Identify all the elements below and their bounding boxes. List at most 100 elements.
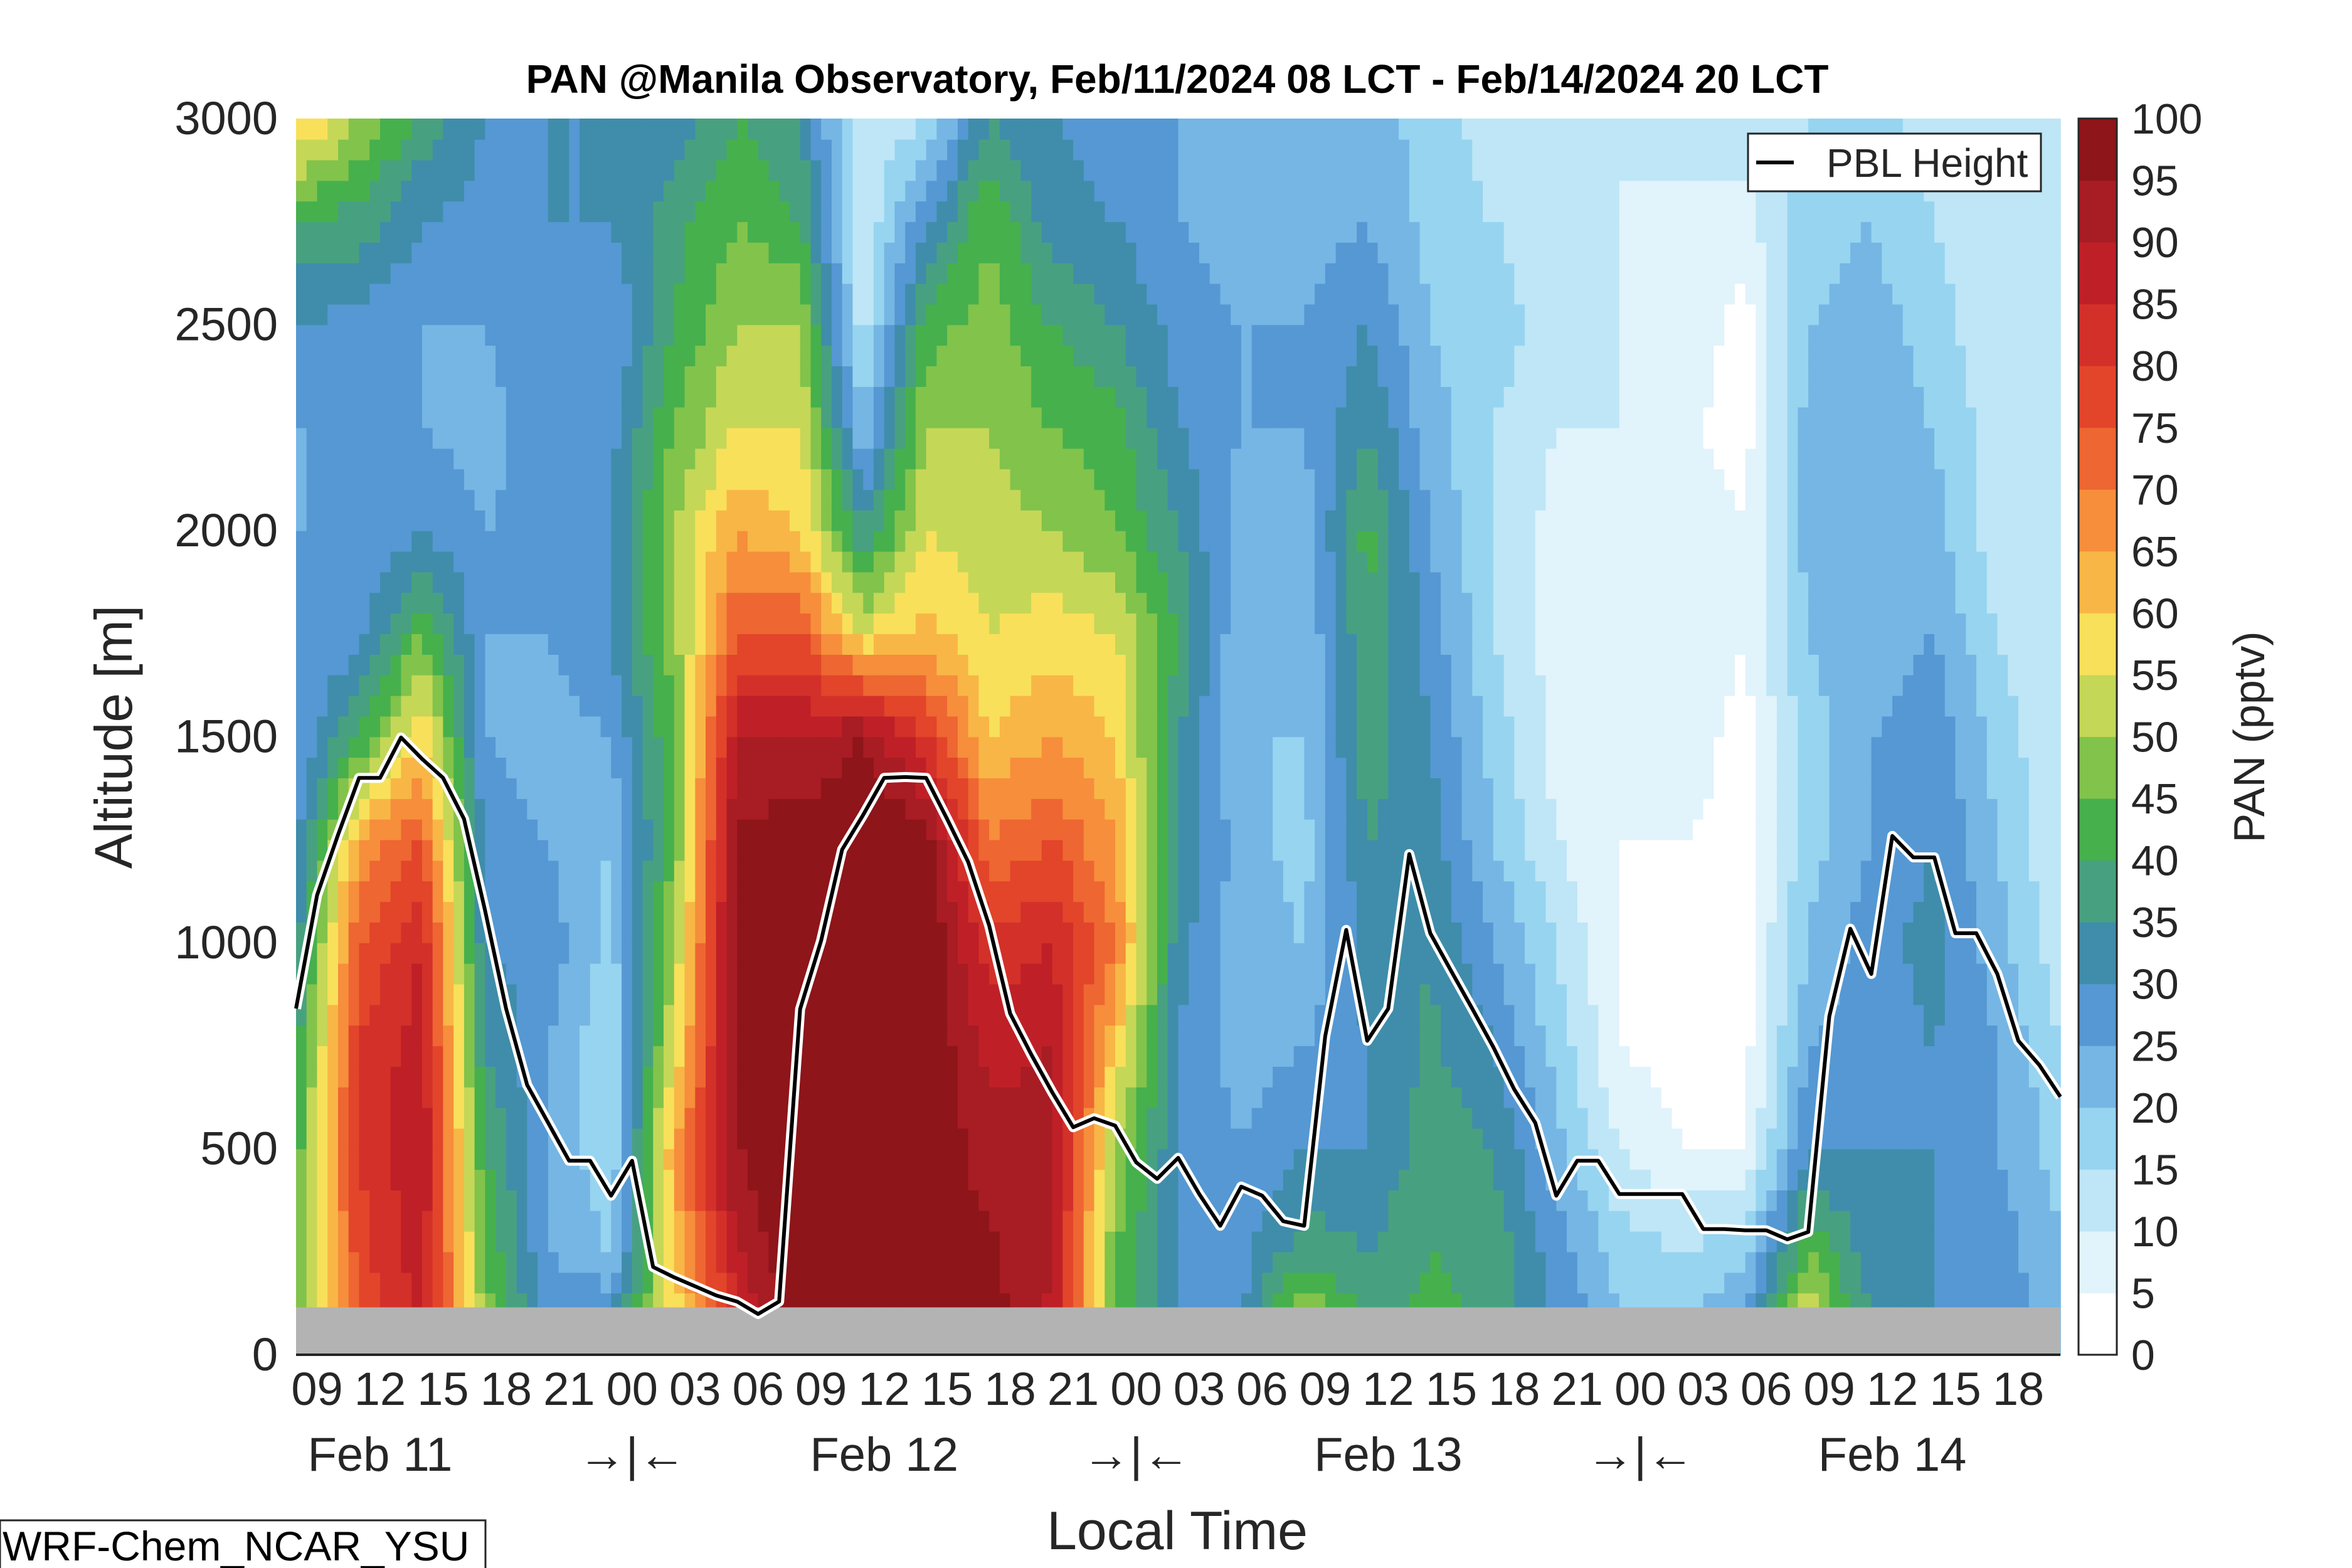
heatmap-cell	[894, 633, 906, 655]
heatmap-cell	[1010, 159, 1022, 181]
heatmap-cell	[622, 1107, 633, 1129]
heatmap-cell	[758, 1128, 770, 1150]
heatmap-cell	[1041, 324, 1053, 346]
heatmap-cell	[359, 839, 370, 861]
heatmap-cell	[674, 983, 686, 1005]
heatmap-cell	[800, 818, 812, 840]
heatmap-cell	[831, 1087, 843, 1108]
heatmap-cell	[905, 1148, 916, 1170]
heatmap-cell	[748, 427, 759, 449]
heatmap-cell	[737, 818, 748, 840]
heatmap-cell	[1062, 386, 1074, 408]
heatmap-cell	[348, 489, 360, 511]
heatmap-cell	[548, 366, 559, 387]
heatmap-cell	[831, 1251, 843, 1273]
heatmap-cell	[831, 571, 843, 593]
heatmap-cell	[1073, 757, 1084, 778]
heatmap-cell	[737, 963, 748, 985]
heatmap-cell	[317, 531, 328, 552]
heatmap-cell	[1010, 983, 1022, 1005]
chart-title: PAN @Manila Observatory, Feb/11/2024 08 …	[526, 56, 1829, 102]
heatmap-cell	[1136, 510, 1147, 531]
heatmap-cell	[1157, 943, 1168, 964]
heatmap-cell	[411, 427, 423, 449]
heatmap-cell	[1147, 963, 1158, 985]
heatmap-cell	[306, 1210, 318, 1232]
heatmap-cell	[1062, 448, 1074, 470]
heatmap-cell	[464, 386, 475, 408]
heatmap-cell	[1062, 613, 1074, 634]
heatmap-cell	[359, 242, 370, 263]
heatmap-cell	[1094, 201, 1105, 223]
heatmap-cell	[401, 1251, 412, 1273]
heatmap-cell	[1136, 983, 1147, 1005]
heatmap-cell	[989, 345, 1000, 366]
heatmap-cell	[821, 757, 832, 778]
heatmap-cell	[863, 592, 874, 614]
heatmap-cell	[926, 1046, 938, 1067]
heatmap-cell	[800, 1210, 812, 1232]
heatmap-cell	[485, 1190, 496, 1211]
heatmap-cell	[748, 1210, 759, 1232]
heatmap-cell	[474, 798, 486, 820]
heatmap-cell	[611, 406, 622, 428]
heatmap-cell	[936, 366, 948, 387]
heatmap-cell	[1052, 613, 1064, 634]
heatmap-cell	[1094, 613, 1105, 634]
heatmap-cell	[453, 736, 465, 758]
heatmap-cell	[957, 1128, 969, 1150]
heatmap-cell	[538, 510, 549, 531]
heatmap-cell	[306, 489, 318, 511]
heatmap-cell	[411, 633, 423, 655]
heatmap-cell	[390, 1004, 402, 1026]
heatmap-cell	[432, 798, 444, 820]
heatmap-cell	[411, 1025, 423, 1046]
heatmap-cell	[306, 757, 318, 778]
heatmap-cell	[1083, 798, 1095, 820]
heatmap-cell	[842, 304, 854, 326]
heatmap-cell	[1157, 839, 1168, 861]
heatmap-cell	[926, 736, 938, 758]
heatmap-cell	[873, 983, 885, 1005]
heatmap-cell	[978, 180, 990, 202]
heatmap-cell	[642, 695, 654, 717]
heatmap-cell	[538, 571, 549, 593]
heatmap-cell	[999, 736, 1011, 758]
heatmap-cell	[1020, 1169, 1032, 1190]
heatmap-cell	[768, 716, 780, 738]
heatmap-cell	[684, 695, 696, 717]
heatmap-cell	[1052, 839, 1064, 861]
heatmap-cell	[380, 943, 391, 964]
heatmap-cell	[1010, 489, 1022, 511]
heatmap-cell	[800, 1190, 812, 1211]
heatmap-cell	[978, 592, 990, 614]
heatmap-cell	[338, 406, 349, 428]
heatmap-cell	[653, 613, 664, 634]
heatmap-cell	[842, 345, 854, 366]
heatmap-cell	[989, 1004, 1000, 1026]
heatmap-cell	[632, 510, 644, 531]
heatmap-cell	[369, 1251, 381, 1273]
heatmap-cell	[1073, 1210, 1084, 1232]
heatmap-cell	[873, 1251, 885, 1273]
heatmap-cell	[642, 406, 654, 428]
heatmap-cell	[947, 943, 958, 964]
heatmap-cell	[432, 674, 444, 696]
heatmap-cell	[1104, 798, 1116, 820]
heatmap-cell	[1031, 283, 1042, 305]
heatmap-cell	[706, 1251, 717, 1273]
heatmap-cell	[611, 469, 622, 490]
heatmap-cell	[1157, 1025, 1168, 1046]
heatmap-cell	[873, 551, 885, 573]
heatmap-cell	[296, 901, 307, 923]
heatmap-cell	[1094, 1066, 1105, 1088]
heatmap-cell	[737, 324, 748, 346]
heatmap-cell	[317, 324, 328, 346]
heatmap-cell	[1052, 1004, 1064, 1026]
heatmap-cell	[1157, 427, 1168, 449]
heatmap-cell	[369, 963, 381, 985]
heatmap-cell	[485, 674, 496, 696]
heatmap-cell	[432, 1025, 444, 1046]
heatmap-cell	[758, 469, 770, 490]
heatmap-cell	[706, 1169, 717, 1190]
